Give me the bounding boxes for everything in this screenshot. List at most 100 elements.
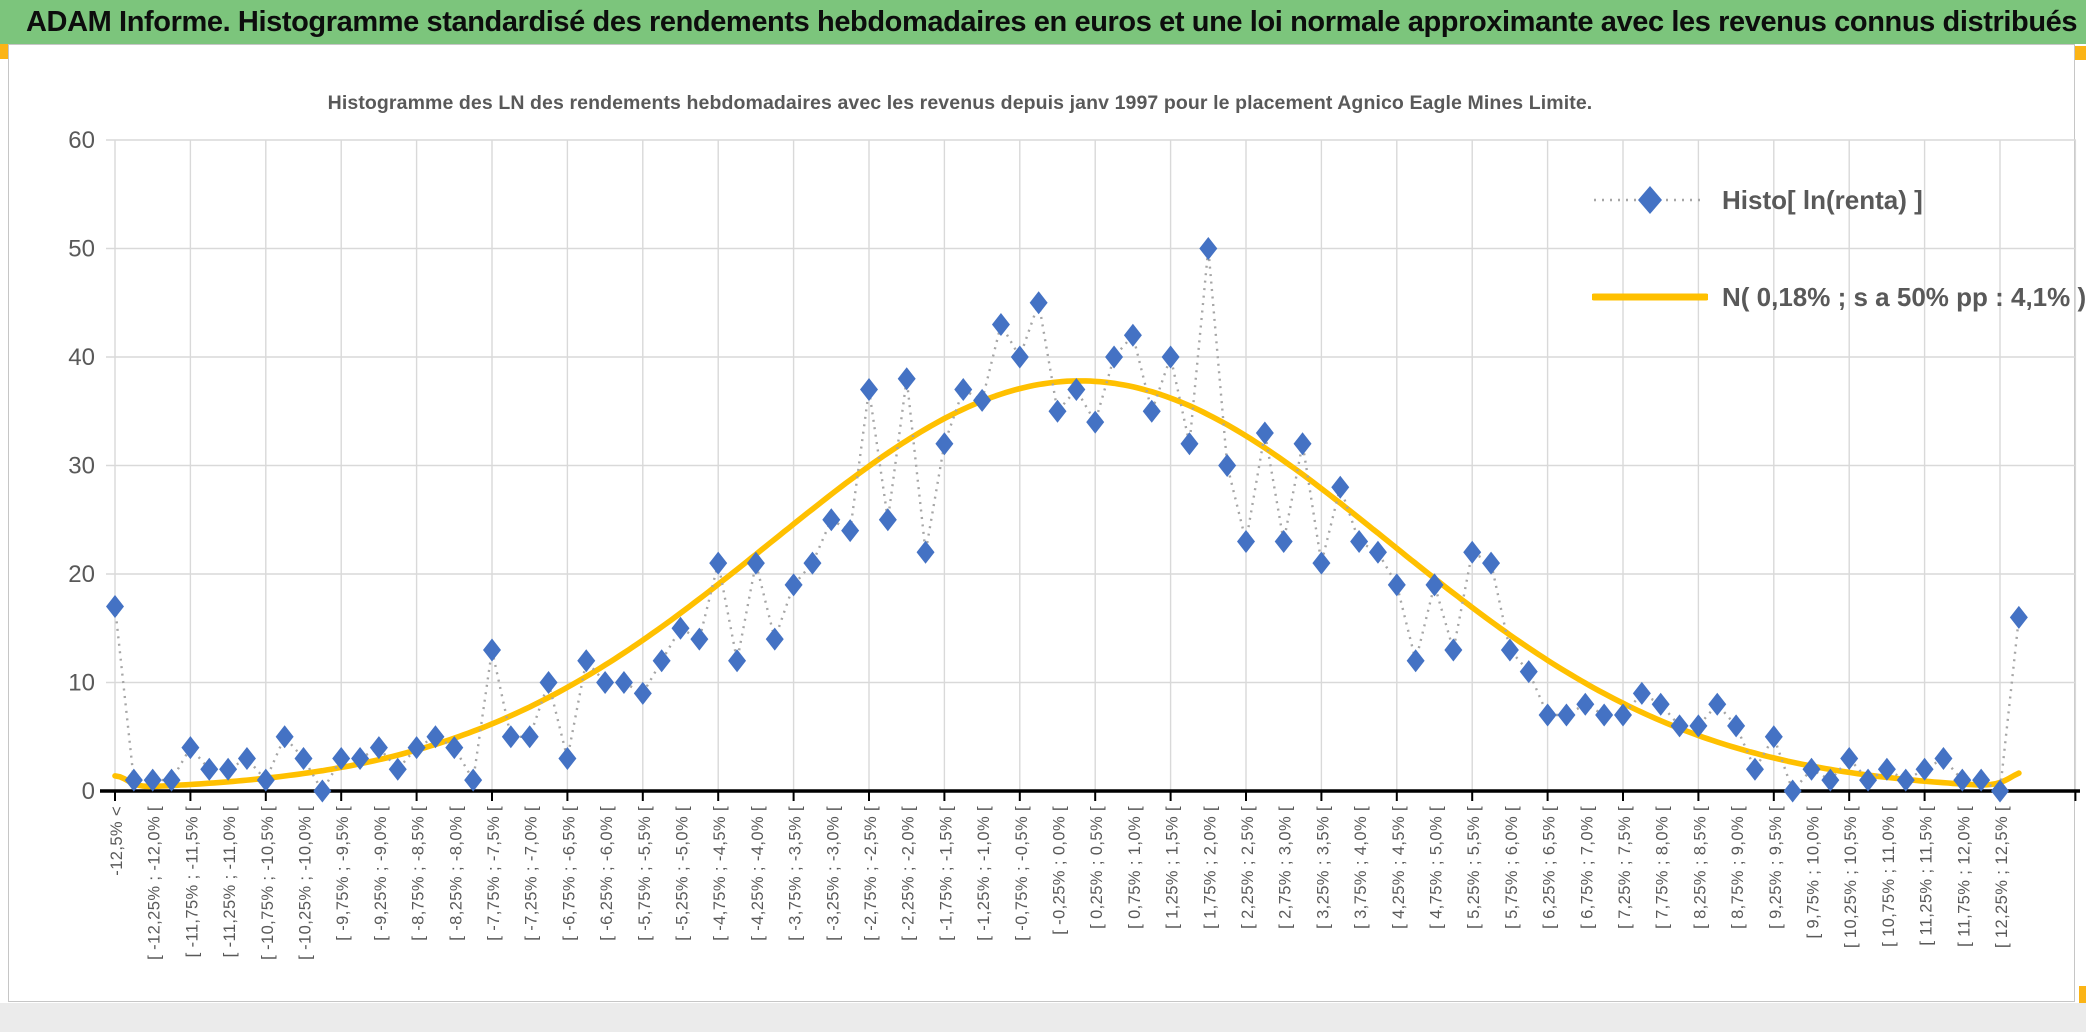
histogram-point[interactable] — [1538, 703, 1557, 727]
histogram-point[interactable] — [294, 746, 313, 770]
histogram-point[interactable] — [671, 616, 690, 640]
histogram-point[interactable] — [1048, 399, 1067, 423]
histogram-point[interactable] — [935, 432, 954, 456]
histogram-point[interactable] — [1387, 573, 1406, 597]
histogram-point[interactable] — [275, 725, 294, 749]
histogram-point[interactable] — [1255, 421, 1274, 445]
histogram-point[interactable] — [520, 725, 539, 749]
histogram-point[interactable] — [954, 378, 973, 402]
histogram-point[interactable] — [483, 638, 501, 662]
histogram-point[interactable] — [351, 746, 370, 770]
histogram-point[interactable] — [746, 551, 765, 575]
histogram-point[interactable] — [1086, 410, 1105, 434]
histogram-point[interactable] — [106, 595, 124, 619]
histogram-point[interactable] — [1010, 345, 1029, 369]
histogram-point[interactable] — [991, 312, 1010, 336]
histogram-point[interactable] — [369, 736, 388, 760]
histogram-point[interactable] — [426, 725, 445, 749]
histogram-point[interactable] — [2009, 605, 2028, 629]
histogram-point[interactable] — [1293, 432, 1312, 456]
histogram-point[interactable] — [1218, 454, 1237, 477]
histogram-point[interactable] — [690, 627, 709, 651]
histogram-point[interactable] — [1764, 725, 1783, 749]
histogram-point[interactable] — [878, 508, 897, 532]
histogram-point[interactable] — [728, 649, 747, 673]
histogram-point[interactable] — [1519, 660, 1538, 684]
histogram-point[interactable] — [200, 757, 219, 781]
histogram-point[interactable] — [1934, 746, 1953, 770]
histogram-point[interactable] — [803, 551, 822, 575]
histogram-point[interactable] — [1029, 291, 1048, 315]
histogram-point[interactable] — [652, 649, 671, 673]
histogram-point[interactable] — [1821, 768, 1840, 792]
histogram-point[interactable] — [633, 681, 652, 705]
histogram-point[interactable] — [897, 367, 916, 391]
histogram-point[interactable] — [1896, 768, 1915, 792]
histogram-point[interactable] — [313, 779, 332, 803]
histogram-point[interactable] — [1180, 432, 1199, 456]
histogram-point[interactable] — [1972, 768, 1991, 792]
histogram-point[interactable] — [916, 540, 935, 564]
histogram-point[interactable] — [1595, 703, 1614, 727]
histogram-point[interactable] — [1142, 399, 1161, 423]
histogram-point[interactable] — [1161, 345, 1180, 369]
histogram-point[interactable] — [973, 388, 992, 412]
histogram-point[interactable] — [1670, 714, 1689, 738]
histogram-point[interactable] — [1406, 649, 1425, 673]
histogram-point[interactable] — [1915, 757, 1934, 781]
histogram-point[interactable] — [709, 551, 728, 575]
histogram-point[interactable] — [596, 671, 615, 694]
histogram-point[interactable] — [1444, 638, 1463, 662]
histogram-point[interactable] — [1105, 345, 1124, 369]
histogram-point[interactable] — [1840, 746, 1859, 770]
legend-entry-normal-curve[interactable]: N( 0,18% ; s a 50% pp : 4,1% ) — [1592, 280, 2086, 314]
histogram-point[interactable] — [784, 573, 803, 597]
histogram-point[interactable] — [765, 627, 784, 651]
histogram-point[interactable] — [614, 671, 633, 694]
histogram-point[interactable] — [1859, 768, 1878, 792]
legend-entry-histogram[interactable]: Histo[ ln(renta) ] — [1592, 183, 1923, 217]
histogram-point[interactable] — [1614, 703, 1632, 727]
histogram-point[interactable] — [181, 736, 200, 760]
histogram-point[interactable] — [162, 768, 181, 792]
histogram-point[interactable] — [124, 768, 143, 792]
histogram-point[interactable] — [1802, 757, 1821, 781]
histogram-point[interactable] — [1368, 540, 1387, 564]
normal-curve[interactable] — [112, 378, 2022, 790]
histogram-point[interactable] — [1312, 551, 1331, 575]
histogram-point[interactable] — [1708, 692, 1727, 716]
histogram-point[interactable] — [219, 757, 238, 781]
histogram-point[interactable] — [1783, 779, 1802, 803]
histogram-point[interactable] — [1576, 692, 1595, 716]
histogram-point[interactable] — [332, 746, 351, 770]
histogram-point[interactable] — [1123, 323, 1142, 347]
histogram-point[interactable] — [1953, 768, 1972, 792]
histogram-point[interactable] — [1274, 529, 1293, 553]
histogram-point[interactable] — [539, 671, 558, 694]
histogram-point[interactable] — [1425, 573, 1444, 597]
histogram-point[interactable] — [256, 768, 275, 792]
histogram-point[interactable] — [1237, 529, 1255, 553]
chart-panel[interactable] — [8, 44, 2075, 1002]
histogram-point[interactable] — [1463, 540, 1482, 564]
histogram-point[interactable] — [464, 768, 483, 792]
histogram-point[interactable] — [1331, 475, 1350, 499]
histogram-point[interactable] — [1632, 681, 1651, 705]
histogram-point[interactable] — [237, 746, 256, 770]
histogram-point[interactable] — [143, 768, 162, 792]
histogram-point[interactable] — [841, 519, 860, 543]
histogram-point[interactable] — [1745, 757, 1764, 781]
histogram-point[interactable] — [501, 725, 520, 749]
histogram-point[interactable] — [860, 378, 878, 402]
histogram-point[interactable] — [388, 757, 407, 781]
histogram-point[interactable] — [1350, 529, 1369, 553]
histogram-point[interactable] — [1482, 551, 1501, 575]
histogram-point[interactable] — [1689, 714, 1708, 738]
histogram-point[interactable] — [822, 508, 841, 532]
histogram-point[interactable] — [558, 746, 577, 770]
histogram-point[interactable] — [1727, 714, 1746, 738]
histogram-point[interactable] — [1877, 757, 1896, 781]
histogram-point[interactable] — [1651, 692, 1670, 716]
histogram-point[interactable] — [1991, 779, 2009, 803]
